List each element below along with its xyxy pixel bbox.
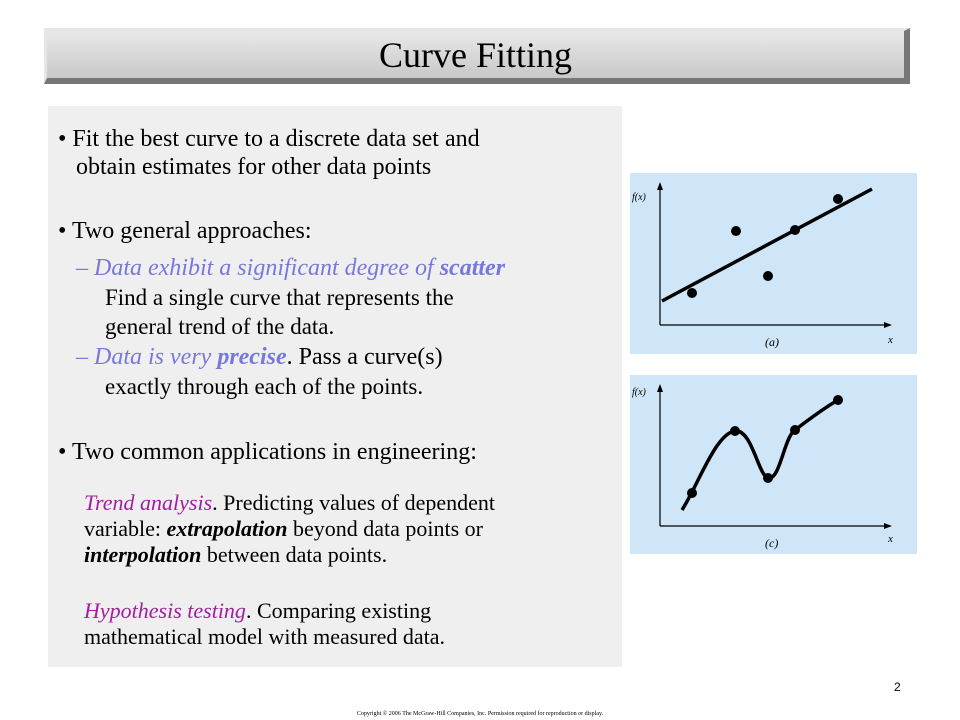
figure-a-point (833, 194, 843, 204)
figure-a-point (790, 225, 800, 235)
sub-precise-dash: – (76, 344, 94, 370)
trend-line2: variable: extrapolation beyond data poin… (84, 516, 483, 542)
sub-scatter-line1: – Data exhibit a significant degree of s… (76, 254, 505, 283)
trend-line3: interpolation between data points. (84, 542, 387, 568)
sub-scatter-keyword: scatter (439, 255, 506, 281)
sub-scatter-dash: – (76, 255, 94, 281)
figure-a: f(x) x (a) (630, 173, 917, 354)
sub-scatter-line3: general trend of the data. (105, 314, 335, 339)
figure-c-plot: f(x) x (c) (632, 384, 893, 550)
figure-a-caption: (a) (765, 335, 779, 349)
figure-a-point (731, 226, 741, 236)
trend-rest: . Predicting values of dependent (212, 490, 496, 515)
trend-label: Trend analysis (84, 490, 213, 515)
copyright-notice: Copyright © 2006 The McGraw-Hill Compani… (356, 711, 604, 717)
figure-c-point (790, 425, 800, 435)
slide-title: Curve Fitting (378, 34, 572, 75)
figure-c-point (687, 488, 697, 498)
bullet-fit-line1: • Fit the best curve to a discrete data … (58, 126, 480, 152)
sub-precise-rest: . Pass a curve(s) (286, 344, 443, 370)
sub-precise-line2: exactly through each of the points. (105, 374, 424, 399)
trend-line1: Trend analysis. Predicting values of dep… (84, 490, 495, 516)
bullet-fit-line2: obtain estimates for other data points (76, 154, 432, 180)
sub-precise-italic: Data is very (94, 344, 218, 370)
figure-c-xlabel: x (887, 533, 893, 545)
trend-line3-post: between data points. (201, 542, 388, 567)
trend-line2-post: beyond data points or (287, 516, 484, 541)
bullet-applications: • Two common applications in engineering… (58, 439, 477, 465)
figure-a-y-arrow (657, 182, 663, 190)
figure-a-trend-line (661, 187, 873, 303)
page-number: 2 (894, 680, 901, 694)
hypothesis-line2: mathematical model with measured data. (84, 624, 446, 649)
trend-line2-pre: variable: (84, 516, 167, 541)
sub-scatter-line2: Find a single curve that represents the (105, 285, 454, 310)
trend-interpolation: interpolation (84, 542, 202, 567)
figure-c-x-arrow (884, 523, 892, 529)
title-bar: Curve Fitting (44, 28, 910, 84)
figure-a-xlabel: x (887, 334, 893, 346)
figure-a-point (687, 288, 697, 298)
hypothesis-rest: . Comparing existing (245, 598, 432, 623)
hypothesis-line1: Hypothesis testing. Comparing existing (84, 598, 431, 624)
figure-a-ylabel: f(x) (632, 192, 647, 203)
content-panel: • Fit the best curve to a discrete data … (48, 106, 622, 667)
figure-c-y-arrow (657, 384, 663, 392)
figure-c-point (730, 426, 740, 436)
sub-scatter-italic: Data exhibit a significant degree of (94, 255, 440, 281)
figure-a-x-arrow (884, 322, 892, 328)
hypothesis-label: Hypothesis testing (84, 598, 246, 623)
trend-extrapolation: extrapolation (166, 516, 288, 541)
sub-precise-keyword: precise (217, 344, 287, 370)
figure-c-caption: (c) (765, 536, 778, 550)
figure-a-point (763, 271, 773, 281)
figure-c-point (833, 395, 843, 405)
figure-c-ylabel: f(x) (632, 387, 647, 398)
figure-c: f(x) x (c) (630, 375, 917, 554)
bullet-approaches: • Two general approaches: (58, 218, 312, 244)
sub-precise-line1: – Data is very precise. Pass a curve(s) (76, 343, 443, 372)
figure-c-interpolating-curve (680, 398, 839, 511)
figure-a-plot: f(x) x (a) (632, 182, 893, 349)
figure-c-point (763, 473, 773, 483)
